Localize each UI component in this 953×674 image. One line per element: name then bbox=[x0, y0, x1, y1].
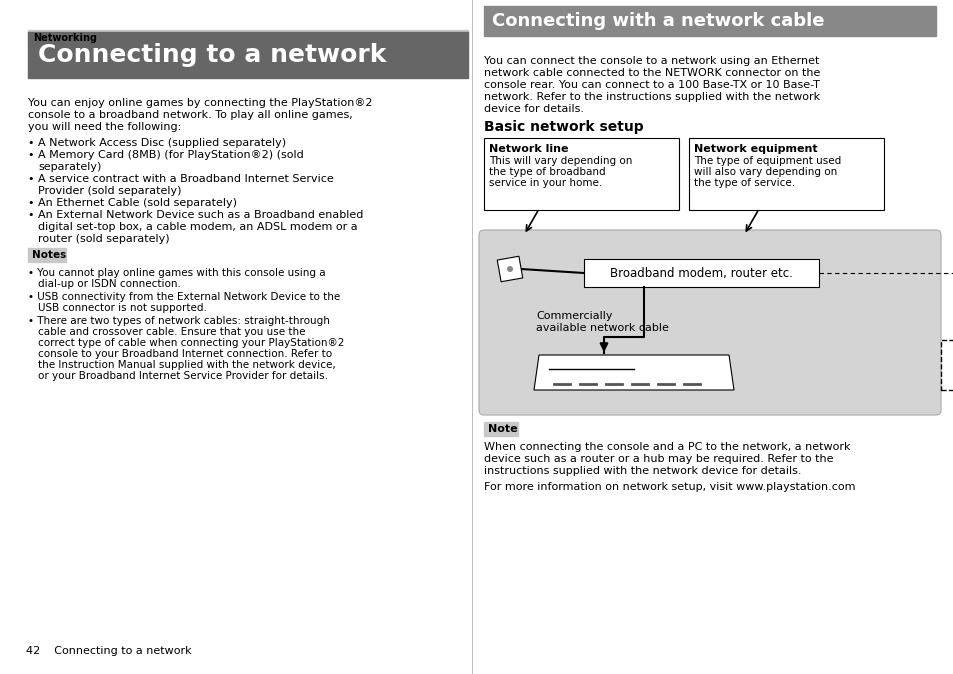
Text: 42    Connecting to a network: 42 Connecting to a network bbox=[26, 646, 192, 656]
Text: Network equipment: Network equipment bbox=[693, 144, 817, 154]
Text: digital set-top box, a cable modem, an ADSL modem or a: digital set-top box, a cable modem, an A… bbox=[38, 222, 357, 232]
Bar bbox=[940, 340, 953, 390]
Text: Provider (sold separately): Provider (sold separately) bbox=[38, 186, 181, 196]
Text: • A service contract with a Broadband Internet Service: • A service contract with a Broadband In… bbox=[28, 174, 334, 184]
Text: Basic network setup: Basic network setup bbox=[483, 120, 643, 134]
Text: • A Memory Card (8MB) (for PlayStation®2) (sold: • A Memory Card (8MB) (for PlayStation®2… bbox=[28, 150, 303, 160]
Text: Connecting with a network cable: Connecting with a network cable bbox=[492, 12, 823, 30]
Text: Connecting to a network: Connecting to a network bbox=[38, 43, 386, 67]
Polygon shape bbox=[497, 256, 522, 282]
Text: the type of broadband: the type of broadband bbox=[489, 167, 605, 177]
Text: This will vary depending on: This will vary depending on bbox=[489, 156, 632, 166]
Text: • An Ethernet Cable (sold separately): • An Ethernet Cable (sold separately) bbox=[28, 198, 236, 208]
Text: console to a broadband network. To play all online games,: console to a broadband network. To play … bbox=[28, 110, 353, 120]
Text: or your Broadband Internet Service Provider for details.: or your Broadband Internet Service Provi… bbox=[38, 371, 328, 381]
Text: service in your home.: service in your home. bbox=[489, 178, 601, 188]
Text: dial-up or ISDN connection.: dial-up or ISDN connection. bbox=[38, 279, 181, 289]
Polygon shape bbox=[534, 355, 733, 390]
Bar bbox=[28, 30, 468, 46]
Bar bbox=[688, 138, 883, 210]
Text: separately): separately) bbox=[38, 162, 101, 172]
Text: • An External Network Device such as a Broadband enabled: • An External Network Device such as a B… bbox=[28, 210, 363, 220]
Text: router (sold separately): router (sold separately) bbox=[38, 234, 170, 244]
Text: Notes: Notes bbox=[32, 250, 66, 260]
Text: network cable connected to the NETWORK connector on the: network cable connected to the NETWORK c… bbox=[483, 68, 820, 78]
Text: cable and crossover cable. Ensure that you use the: cable and crossover cable. Ensure that y… bbox=[38, 327, 305, 337]
Text: console rear. You can connect to a 100 Base-TX or 10 Base-T: console rear. You can connect to a 100 B… bbox=[483, 80, 819, 90]
Bar bbox=[583, 259, 818, 287]
Text: the type of service.: the type of service. bbox=[693, 178, 794, 188]
Bar bbox=[483, 6, 935, 36]
Text: the Instruction Manual supplied with the network device,: the Instruction Manual supplied with the… bbox=[38, 360, 335, 370]
Text: The type of equipment used: The type of equipment used bbox=[693, 156, 841, 166]
Text: You can enjoy online games by connecting the PlayStation®2: You can enjoy online games by connecting… bbox=[28, 98, 372, 108]
Text: will also vary depending on: will also vary depending on bbox=[693, 167, 837, 177]
Text: instructions supplied with the network device for details.: instructions supplied with the network d… bbox=[483, 466, 801, 476]
Text: device for details.: device for details. bbox=[483, 104, 583, 114]
Text: • A Network Access Disc (supplied separately): • A Network Access Disc (supplied separa… bbox=[28, 138, 286, 148]
Bar bbox=[28, 32, 468, 78]
Text: USB connector is not supported.: USB connector is not supported. bbox=[38, 303, 207, 313]
Text: correct type of cable when connecting your PlayStation®2: correct type of cable when connecting yo… bbox=[38, 338, 344, 348]
Text: • There are two types of network cables: straight-through: • There are two types of network cables:… bbox=[28, 316, 330, 326]
Text: console to your Broadband Internet connection. Refer to: console to your Broadband Internet conne… bbox=[38, 349, 332, 359]
Text: device such as a router or a hub may be required. Refer to the: device such as a router or a hub may be … bbox=[483, 454, 833, 464]
Text: • USB connectivity from the External Network Device to the: • USB connectivity from the External Net… bbox=[28, 292, 340, 302]
Text: Note: Note bbox=[488, 424, 517, 434]
Text: Commercially
available network cable: Commercially available network cable bbox=[536, 311, 668, 333]
Text: You can connect the console to a network using an Ethernet: You can connect the console to a network… bbox=[483, 56, 819, 66]
Circle shape bbox=[506, 266, 513, 272]
FancyBboxPatch shape bbox=[478, 230, 940, 415]
Text: network. Refer to the instructions supplied with the network: network. Refer to the instructions suppl… bbox=[483, 92, 820, 102]
Text: • You cannot play online games with this console using a: • You cannot play online games with this… bbox=[28, 268, 325, 278]
Bar bbox=[28, 248, 66, 262]
Text: For more information on network setup, visit www.playstation.com: For more information on network setup, v… bbox=[483, 482, 855, 492]
Text: Broadband modem, router etc.: Broadband modem, router etc. bbox=[609, 266, 792, 280]
Bar bbox=[483, 422, 517, 436]
Text: you will need the following:: you will need the following: bbox=[28, 122, 181, 132]
Text: When connecting the console and a PC to the network, a network: When connecting the console and a PC to … bbox=[483, 442, 850, 452]
Text: Networking: Networking bbox=[33, 33, 97, 43]
Bar bbox=[483, 138, 679, 210]
Text: Network line: Network line bbox=[489, 144, 568, 154]
